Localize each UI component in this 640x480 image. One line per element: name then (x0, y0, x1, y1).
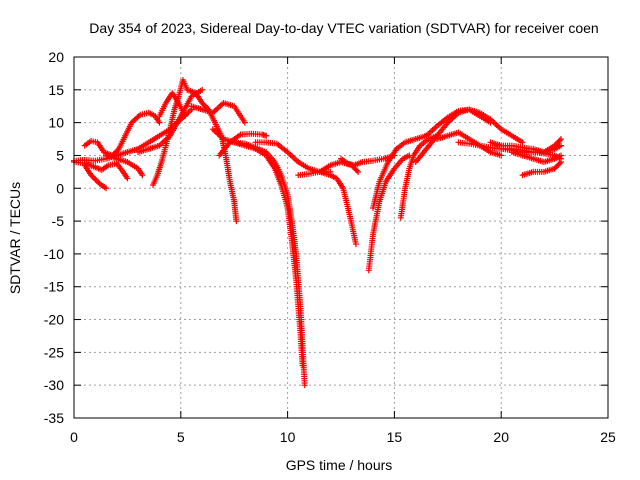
data-point (301, 382, 308, 389)
y-tick-label: -30 (44, 377, 64, 393)
y-tick-label: 0 (56, 180, 64, 196)
data-point (92, 176, 99, 183)
data-point (103, 185, 110, 192)
data-point (182, 113, 189, 120)
data-point (556, 160, 563, 167)
axis-ticks: 0 5 10 15 20 25 20 15 10 5 0 -5 -10 -15 -20 -25 -30 -35 (44, 49, 616, 445)
data-point (93, 177, 100, 184)
y-axis-label: SDTVAR / TECUs (7, 182, 23, 294)
y-tick-label: -35 (44, 410, 64, 426)
data-point (124, 175, 131, 182)
data-point (241, 119, 248, 126)
data-point (498, 152, 505, 159)
data-point (263, 132, 270, 139)
data-point (233, 218, 240, 225)
y-tick-label: 10 (48, 115, 64, 131)
data-point (299, 362, 306, 369)
y-tick-label: 5 (56, 147, 64, 163)
x-axis-label: GPS time / hours (286, 457, 393, 473)
y-tick-label: -25 (44, 344, 64, 360)
data-point (558, 152, 565, 159)
data-point (558, 159, 565, 166)
data-point (355, 168, 362, 175)
data-point (353, 167, 360, 174)
data-point (199, 86, 206, 93)
data-point (558, 142, 565, 149)
y-tick-label: -15 (44, 279, 64, 295)
data-point (487, 119, 494, 126)
x-tick-label: 25 (600, 429, 616, 445)
x-tick-label: 10 (280, 429, 296, 445)
y-tick-label: 15 (48, 82, 64, 98)
y-tick-label: -20 (44, 312, 64, 328)
grid-lines (74, 57, 608, 418)
data-point (90, 174, 97, 181)
plot-frame (73, 56, 609, 419)
x-tick-label: 15 (387, 429, 403, 445)
chart-title: Day 354 of 2023, Sidereal Day-to-day VTE… (89, 20, 598, 36)
data-point (114, 147, 121, 154)
data-point (556, 137, 563, 144)
data-points (71, 76, 565, 389)
x-tick-label: 0 (70, 429, 78, 445)
data-point (139, 172, 146, 179)
y-tick-label: -5 (52, 213, 65, 229)
x-tick-label: 5 (177, 429, 185, 445)
data-point (519, 139, 526, 146)
data-point (156, 119, 163, 126)
y-tick-label: -10 (44, 246, 64, 262)
data-point (352, 241, 359, 248)
data-point (558, 136, 565, 143)
y-tick-label: 20 (48, 49, 64, 65)
x-tick-label: 20 (493, 429, 509, 445)
